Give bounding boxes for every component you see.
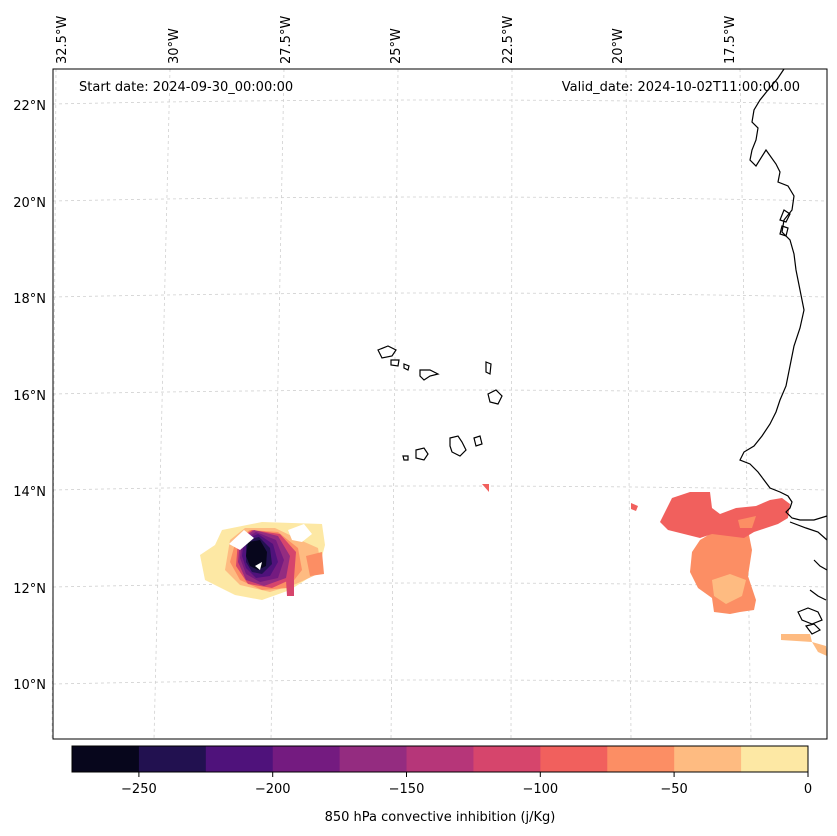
lat-label-22n: 22°N — [13, 99, 46, 114]
cb-tick-label: −200 — [255, 782, 291, 797]
colorbar-label: 850 hPa convective inhibition (j/Kg) — [325, 810, 556, 825]
colorbar-swatch — [674, 746, 742, 772]
valid-date-label: Valid_date: 2024-10-02T11:00:00.00 — [562, 80, 800, 95]
colorbar-swatch — [607, 746, 675, 772]
colorbar-swatch — [272, 746, 341, 772]
lon-label-25w: 25°W — [389, 28, 404, 64]
lon-label-17-5w: 17.5°W — [723, 16, 738, 64]
lat-label-10n: 10°N — [13, 678, 46, 693]
colorbar-swatch — [339, 746, 408, 772]
cin-field-west — [200, 522, 325, 600]
cape-verde-islands — [377, 345, 503, 461]
colorbar-ticks: −250 −200 −150 −100 −50 0 — [121, 772, 812, 797]
colorbar-swatch — [741, 746, 809, 772]
map-background — [53, 69, 827, 739]
lon-label-32-5w: 32.5°W — [55, 16, 70, 64]
lat-label-18n: 18°N — [13, 292, 46, 307]
cb-tick-label: −50 — [660, 782, 687, 797]
colorbar-swatch — [205, 746, 274, 772]
lat-label-14n: 14°N — [13, 485, 46, 500]
colorbar-frame — [71, 745, 809, 773]
lat-label-20n: 20°N — [13, 196, 46, 211]
cb-tick-label: −150 — [389, 782, 425, 797]
colorbar: −250 −200 −150 −100 −50 0 850 hPa convec… — [71, 745, 812, 825]
lon-label-22-5w: 22.5°W — [501, 16, 516, 64]
map-frame — [52, 68, 828, 740]
start-date-label: Start date: 2024-09-30_00:00:00 — [79, 80, 293, 95]
colorbar-swatch — [138, 746, 207, 772]
colorbar-swatch — [540, 746, 608, 772]
lat-label-16n: 16°N — [13, 389, 46, 404]
lon-label-20w: 20°W — [611, 28, 626, 64]
longitude-labels: 32.5°W 30°W 27.5°W 25°W 22.5°W 20°W 17.5… — [55, 16, 738, 64]
latitude-labels: 22°N 20°N 18°N 16°N 14°N 12°N 10°N — [13, 99, 46, 693]
cb-tick-label: 0 — [804, 782, 812, 797]
coastline — [739, 68, 828, 635]
graticule — [51, 68, 828, 740]
cb-tick-label: −250 — [121, 782, 157, 797]
lon-label-27-5w: 27.5°W — [279, 16, 294, 64]
colorbar-swatch — [473, 746, 541, 772]
cin-field-east — [482, 484, 827, 656]
colorbar-swatches — [72, 746, 809, 772]
lon-label-30w: 30°W — [167, 28, 182, 64]
colorbar-swatch — [406, 746, 474, 772]
colorbar-swatch — [72, 746, 140, 772]
cb-tick-label: −100 — [522, 782, 558, 797]
lat-label-12n: 12°N — [13, 582, 46, 597]
